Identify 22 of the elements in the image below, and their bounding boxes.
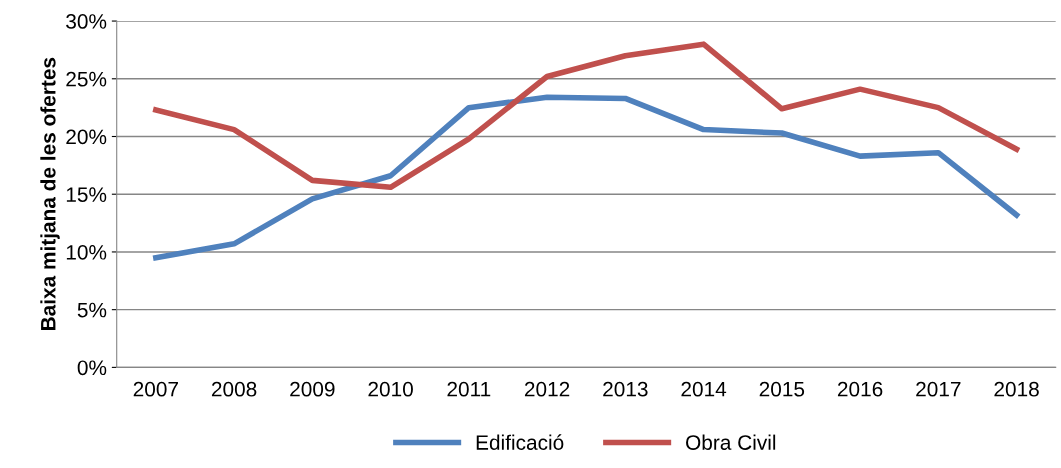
x-tick-label: 2008 — [211, 381, 257, 397]
x-tick-label: 2009 — [290, 381, 335, 397]
y-tick-label: 5% — [77, 302, 107, 318]
legend-label: Obra Civil — [686, 434, 776, 450]
y-tick-label: 25% — [66, 71, 107, 87]
x-tick-label: 2016 — [837, 381, 883, 397]
y-tick-label: 20% — [66, 129, 107, 145]
y-tick-label: 30% — [66, 14, 107, 29]
x-tick-label: 2014 — [681, 381, 727, 397]
x-tick-label: 2015 — [759, 381, 805, 397]
x-tick-label: 2010 — [368, 381, 413, 397]
legend-label: Edificació — [476, 434, 564, 450]
y-tick-label: 15% — [66, 187, 107, 202]
x-tick-label: 2007 — [133, 381, 178, 397]
x-tick-label: 2018 — [994, 381, 1039, 397]
y-tick-label: 10% — [66, 244, 107, 260]
x-tick-label: 2017 — [916, 381, 961, 397]
y-axis-title: Baixa mitjana de les ofertes — [40, 57, 60, 331]
y-tick-label: 0% — [77, 360, 107, 376]
x-tick-label: 2012 — [524, 381, 570, 397]
x-tick-label: 2011 — [447, 381, 491, 397]
x-tick-label: 2013 — [603, 381, 648, 397]
